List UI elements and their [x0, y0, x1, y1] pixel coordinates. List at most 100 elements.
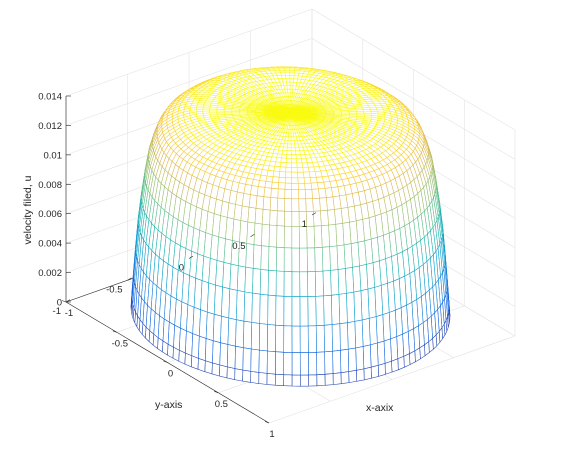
surface-cell: [276, 225, 285, 248]
surface-cell: [291, 247, 300, 273]
surface-cell: [383, 338, 392, 364]
surface-cell: [340, 371, 350, 385]
surface-cell: [278, 176, 286, 184]
z-tick-label: 0.014: [38, 92, 62, 103]
surface-cell: [259, 269, 269, 296]
surface-cell: [323, 295, 333, 326]
surface-cell: [219, 364, 228, 379]
surface-cell: [289, 75, 295, 80]
surface-cell: [290, 140, 295, 145]
surface-cell: [269, 209, 278, 226]
surface-cell: [291, 171, 299, 179]
surface-cell: [319, 197, 328, 212]
surface-cell: [277, 197, 285, 212]
surface-cell: [298, 198, 307, 212]
surface-cell: [291, 162, 298, 168]
wall-grid-line: [311, 38, 516, 160]
y-tick-mark: [311, 212, 317, 216]
surface-cell: [305, 211, 315, 227]
surface-cell: [309, 177, 318, 184]
surface-cell: [212, 340, 221, 366]
surface-cell: [275, 157, 282, 163]
surface-cell: [184, 352, 193, 368]
x-tick-label: 1: [269, 429, 274, 440]
surface-cell: [235, 319, 245, 349]
surface-cell: [284, 182, 292, 190]
y-tick-mark: [188, 255, 194, 259]
surface-cell: [321, 246, 331, 272]
surface-cell: [251, 292, 261, 324]
surface-cell: [258, 349, 268, 374]
surface-cell: [228, 288, 238, 321]
surface-cell: [267, 270, 277, 297]
surface-cell: [324, 350, 334, 375]
surface-cell: [283, 247, 293, 272]
surface-cell: [308, 352, 318, 376]
x-tick-label: 0.5: [215, 399, 228, 410]
surface-cell: [306, 225, 315, 249]
surface-mesh: [130, 66, 451, 387]
surface-cell: [258, 372, 268, 385]
y-axis-title: y-axis: [155, 399, 182, 411]
surface-cell: [291, 352, 301, 376]
surface-cell: [299, 352, 309, 376]
surface-cell: [299, 296, 309, 327]
surface-cell: [271, 181, 279, 190]
surface-cell: [275, 270, 285, 297]
surface-cell: [291, 198, 300, 212]
surface-cell: [294, 147, 301, 152]
surface-cell: [283, 139, 289, 145]
surface-cell: [263, 187, 272, 198]
surface-cell: [279, 166, 287, 173]
surface-cell: [290, 132, 294, 138]
surface-cell: [286, 154, 292, 159]
surface-cell: [409, 350, 416, 366]
surface-cell: [236, 265, 246, 293]
tick-labels: 0 0.002 0.004 0.006 0.008 0.01 0.012 0.014 -1 -0.…: [38, 92, 317, 440]
surface-cell: [291, 189, 299, 200]
surface-cell: [266, 169, 275, 178]
surface-cell: [290, 136, 295, 141]
wall-grid-line: [65, 38, 313, 126]
wall-grid-line: [65, 8, 313, 97]
surface-cell: [289, 88, 293, 94]
z-tick-label: 0.002: [38, 268, 62, 279]
surface-cell: [300, 374, 309, 387]
surface-cell: [293, 78, 298, 83]
surface-cell: [337, 268, 347, 295]
surface-cell: [291, 271, 301, 297]
surface-cell: [286, 146, 292, 152]
x-tick-label: -1: [65, 308, 73, 319]
surface-cell: [291, 167, 298, 173]
surface-cell: [220, 315, 230, 345]
surface-cell: [321, 224, 330, 248]
y-tick-label: -1: [53, 306, 61, 317]
surface-cell: [234, 345, 244, 371]
surface-cell: [307, 271, 316, 297]
surface-cell: [242, 347, 252, 372]
surface-cell: [268, 224, 278, 248]
surface-cell: [254, 207, 264, 225]
y-tick-mark: [250, 234, 255, 238]
z-tick-label: 0.004: [38, 239, 62, 250]
surface-cell: [284, 210, 293, 227]
surface-cell: [331, 323, 341, 352]
z-tick-label: 0.006: [38, 209, 62, 220]
surface-cell: [283, 225, 293, 249]
surface-cell: [340, 348, 349, 374]
surface-cell: [339, 322, 349, 351]
surface-cell: [294, 143, 300, 148]
surface-cell: [227, 344, 236, 369]
surface-cell: [291, 211, 300, 227]
surface-cell: [298, 189, 306, 200]
surface-cell: [229, 263, 239, 291]
y-tick-label: 1: [302, 219, 307, 230]
z-tick-label: 0.012: [38, 121, 62, 132]
surface-cell: [283, 296, 293, 327]
surface-cell: [314, 270, 324, 297]
surface-cell: [284, 72, 291, 76]
surface-cell: [301, 162, 309, 168]
surface-cell: [226, 366, 236, 380]
surface-cell: [283, 143, 288, 148]
